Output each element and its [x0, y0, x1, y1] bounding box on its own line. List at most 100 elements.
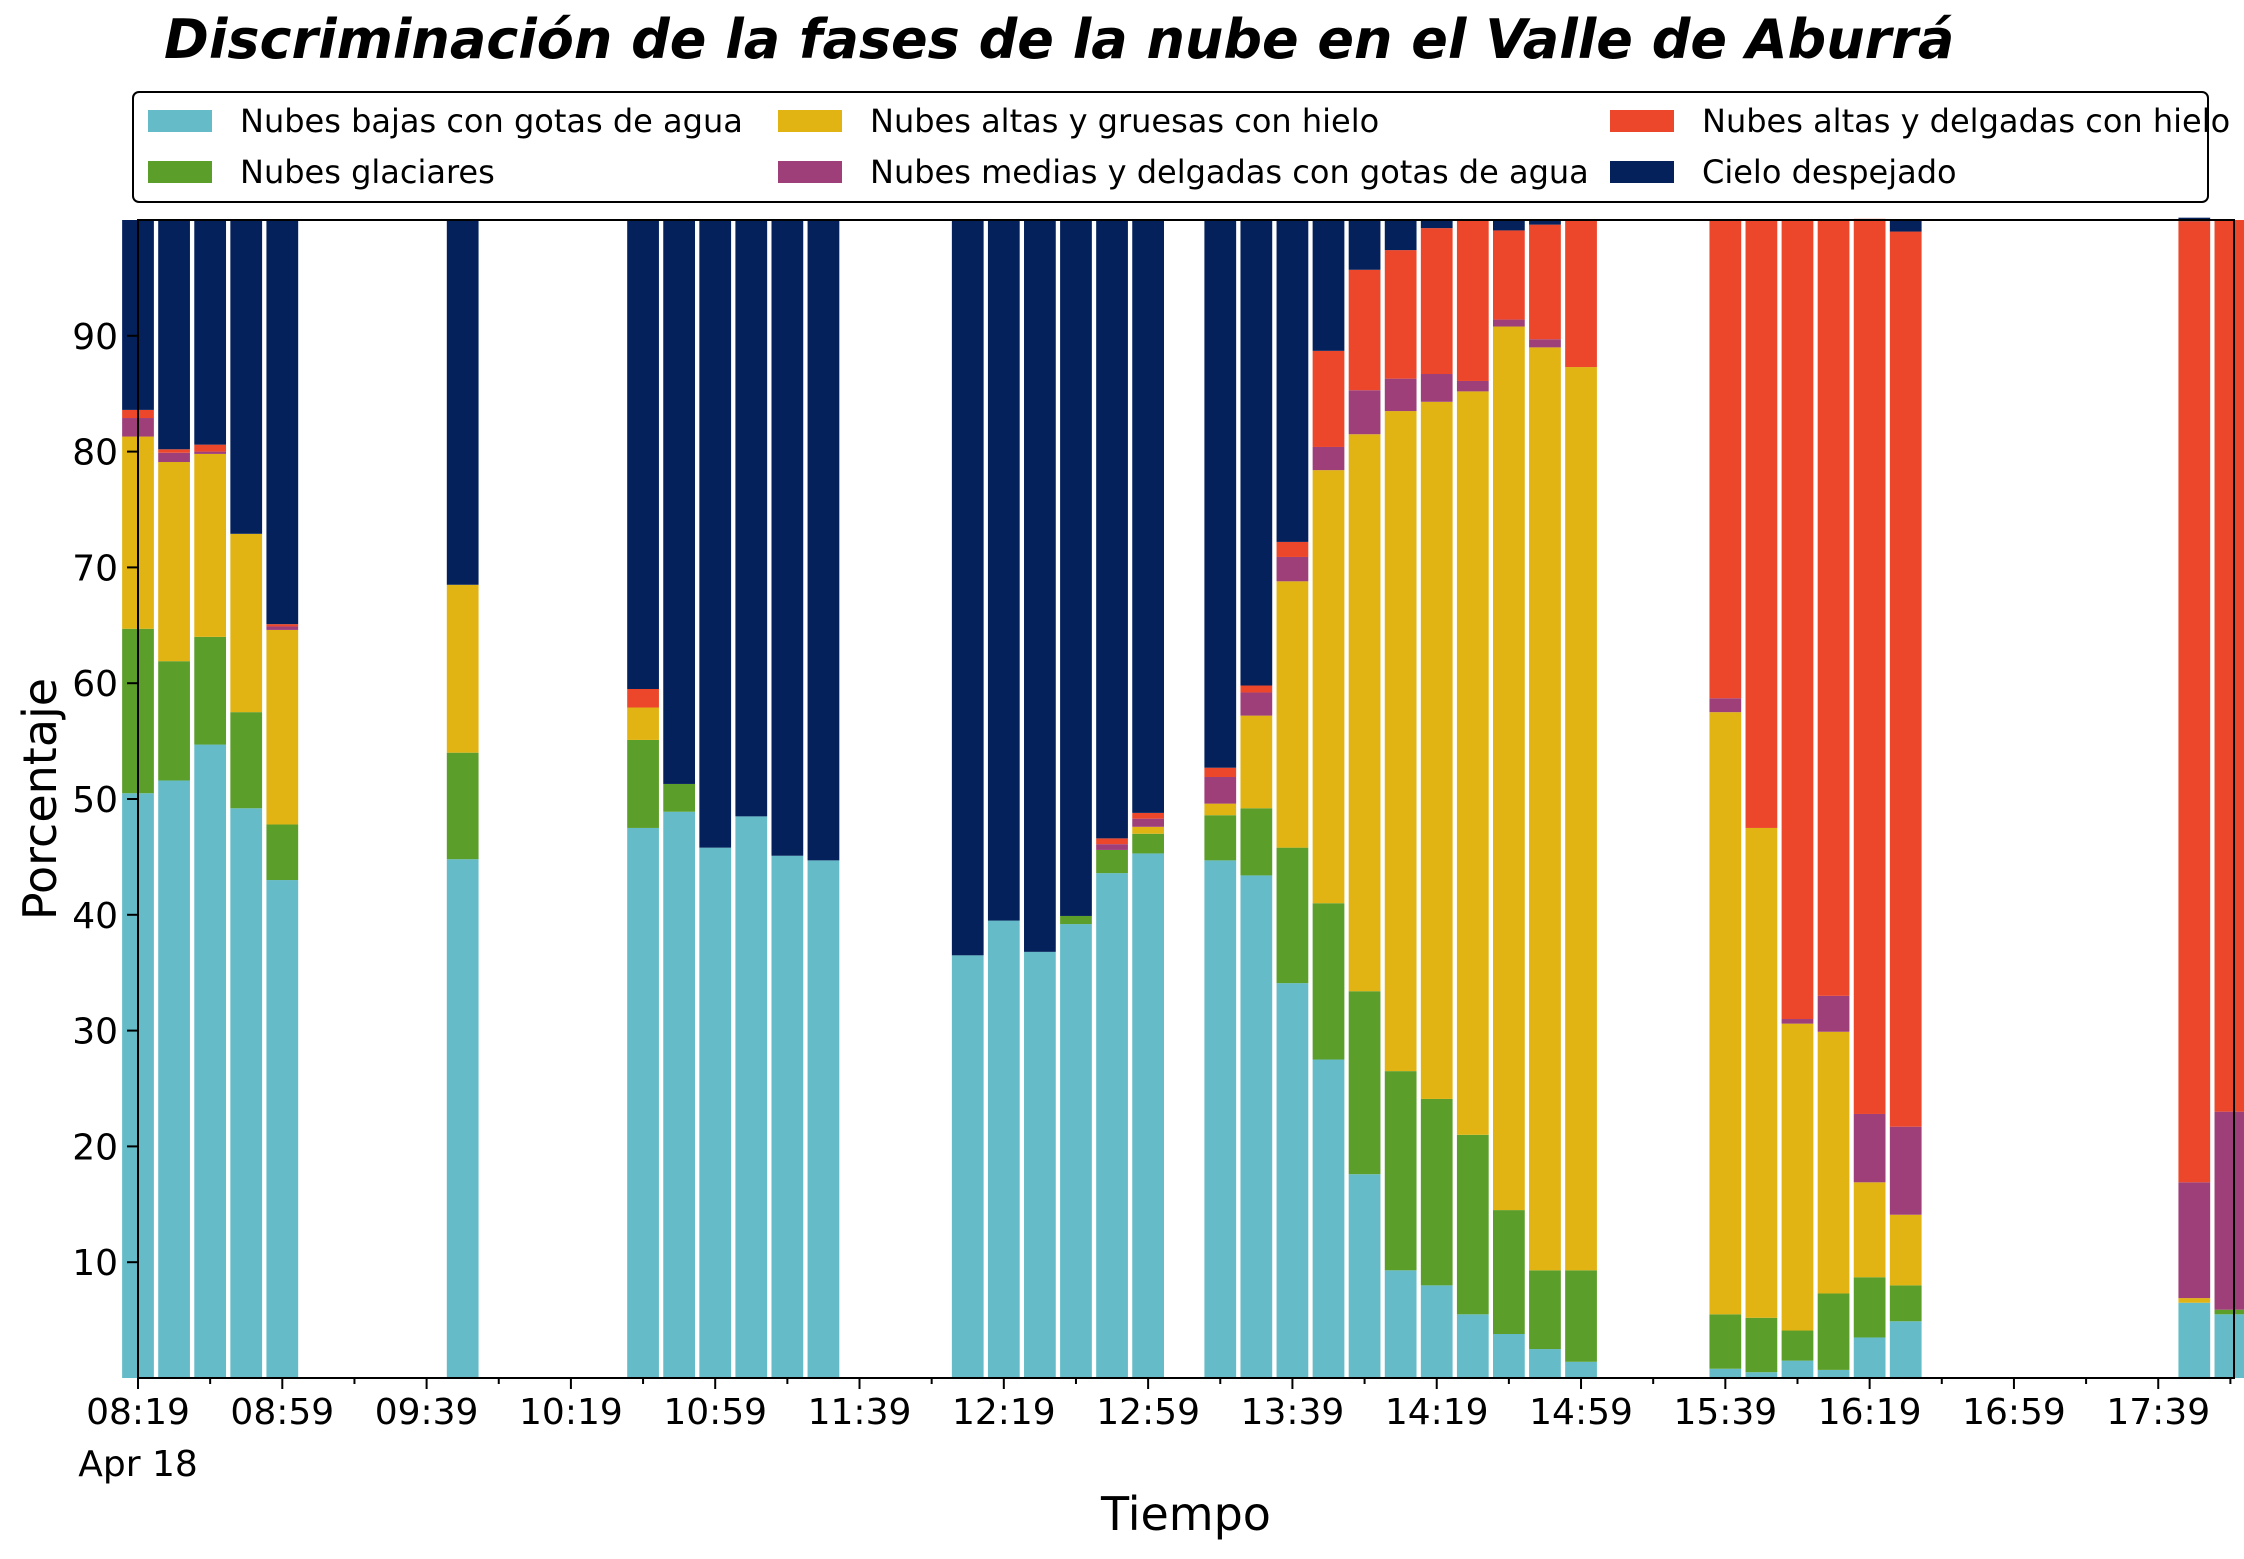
- bar-nubes-altas-y-gruesas-con-hielo: [1529, 347, 1561, 1271]
- legend-label-nubes-medias-y-delgadas-con-gotas-de-agua: Nubes medias y delgadas con gotas de agu…: [870, 153, 1589, 191]
- bar-cielo-despejado: [1132, 220, 1164, 813]
- bar-cielo-despejado: [699, 220, 732, 848]
- bar-nubes-bajas-con-gotas-de-agua: [699, 847, 732, 1378]
- bar-nubes-bajas-con-gotas-de-agua: [1060, 924, 1092, 1378]
- bar-cielo-despejado: [1420, 220, 1453, 229]
- bar-nubes-altas-y-delgadas-con-hielo: [1529, 224, 1561, 340]
- bar-nubes-bajas-con-gotas-de-agua: [1709, 1368, 1742, 1378]
- bar-nubes-bajas-con-gotas-de-agua: [1024, 951, 1056, 1378]
- legend-swatch-nubes-bajas-con-gotas-de-agua: [148, 110, 212, 132]
- bar-nubes-glaciares: [1493, 1210, 1525, 1334]
- bar-cielo-despejado: [1493, 220, 1525, 231]
- bar-nubes-bajas-con-gotas-de-agua: [158, 780, 190, 1378]
- bar-nubes-altas-y-gruesas-con-hielo: [194, 453, 227, 637]
- bar-cielo-despejado: [1060, 220, 1092, 916]
- bar-nubes-altas-y-gruesas-con-hielo: [1204, 803, 1237, 816]
- bar-cielo-despejado: [1312, 220, 1345, 351]
- y-tick-label: 40: [72, 896, 118, 937]
- bar-nubes-altas-y-gruesas-con-hielo: [1889, 1214, 1922, 1286]
- bar-nubes-altas-y-gruesas-con-hielo: [627, 707, 659, 740]
- bar-nubes-medias-y-delgadas-con-gotas-de-agua: [1420, 374, 1453, 402]
- bar-nubes-glaciares: [1529, 1270, 1561, 1350]
- legend-swatch-nubes-glaciares: [148, 161, 212, 183]
- legend: Nubes bajas con gotas de agua Nubes glaci…: [132, 91, 2230, 203]
- bar-nubes-medias-y-delgadas-con-gotas-de-agua: [1204, 777, 1237, 804]
- bar-nubes-bajas-con-gotas-de-agua: [1348, 1174, 1381, 1378]
- bar-nubes-bajas-con-gotas-de-agua: [663, 811, 696, 1378]
- y-tick-label: 90: [72, 317, 118, 358]
- bar-cielo-despejado: [1024, 220, 1056, 952]
- bar-cielo-despejado: [266, 220, 299, 625]
- bar-nubes-bajas-con-gotas-de-agua: [1853, 1337, 1886, 1378]
- bar-cielo-despejado: [807, 220, 840, 861]
- bar-nubes-glaciares: [230, 712, 263, 809]
- bar-nubes-bajas-con-gotas-de-agua: [446, 859, 479, 1378]
- x-tick-label: 09:39: [375, 1392, 479, 1433]
- x-tick-label: 08:19: [86, 1392, 190, 1433]
- bar-cielo-despejado: [194, 220, 227, 445]
- bar-nubes-altas-y-delgadas-con-hielo: [1204, 767, 1237, 777]
- bar-cielo-despejado: [446, 220, 479, 585]
- bar-cielo-despejado: [627, 220, 659, 689]
- bar-nubes-glaciares: [1456, 1134, 1489, 1315]
- bar-nubes-altas-y-gruesas-con-hielo: [1384, 411, 1417, 1072]
- legend-label-nubes-glaciares: Nubes glaciares: [240, 153, 495, 191]
- x-tick-label: 14:59: [1529, 1392, 1633, 1433]
- bar-nubes-bajas-con-gotas-de-agua: [194, 744, 227, 1378]
- legend-label-nubes-altas-y-gruesas-con-hielo: Nubes altas y gruesas con hielo: [870, 102, 1379, 140]
- bar-nubes-medias-y-delgadas-con-gotas-de-agua: [1312, 446, 1345, 471]
- x-tick-label: 16:59: [1962, 1392, 2066, 1433]
- bar-nubes-bajas-con-gotas-de-agua: [1493, 1334, 1525, 1378]
- legend-label-nubes-bajas-con-gotas-de-agua: Nubes bajas con gotas de agua: [240, 102, 743, 140]
- bar-nubes-altas-y-delgadas-con-hielo: [1348, 269, 1381, 391]
- bar-cielo-despejado: [663, 220, 696, 784]
- bar-nubes-glaciares: [1853, 1277, 1886, 1338]
- bar-nubes-glaciares: [194, 636, 227, 745]
- bar-nubes-glaciares: [1817, 1293, 1850, 1370]
- bar-nubes-altas-y-gruesas-con-hielo: [446, 584, 479, 753]
- bar-nubes-altas-y-delgadas-con-hielo: [1781, 220, 1814, 1020]
- bar-nubes-bajas-con-gotas-de-agua: [807, 860, 840, 1378]
- y-tick-label: 80: [72, 433, 118, 474]
- chart-title: Discriminación de la fases de la nube en…: [164, 8, 1954, 71]
- y-tick-label: 20: [72, 1127, 118, 1168]
- legend-label-nubes-altas-y-delgadas-con-hielo: Nubes altas y delgadas con hielo: [1702, 102, 2230, 140]
- x-tick-label: 08:59: [230, 1392, 334, 1433]
- bar-nubes-altas-y-delgadas-con-hielo: [1096, 838, 1128, 845]
- bar-nubes-bajas-con-gotas-de-agua: [1817, 1369, 1850, 1378]
- bar-nubes-bajas-con-gotas-de-agua: [1565, 1361, 1597, 1378]
- bar-nubes-altas-y-delgadas-con-hielo: [1709, 220, 1742, 699]
- bar-cielo-despejado: [771, 220, 804, 856]
- bar-nubes-medias-y-delgadas-con-gotas-de-agua: [1096, 844, 1128, 850]
- bar-nubes-medias-y-delgadas-con-gotas-de-agua: [1240, 692, 1273, 716]
- bar-nubes-altas-y-gruesas-con-hielo: [1276, 581, 1309, 848]
- bar-nubes-altas-y-gruesas-con-hielo: [1853, 1182, 1886, 1278]
- bar-nubes-medias-y-delgadas-con-gotas-de-agua: [2214, 1111, 2244, 1310]
- bar-nubes-bajas-con-gotas-de-agua: [1456, 1314, 1489, 1378]
- bar-nubes-bajas-con-gotas-de-agua: [2178, 1302, 2211, 1378]
- y-tick-label: 30: [72, 1012, 118, 1053]
- bar-nubes-altas-y-delgadas-con-hielo: [1745, 220, 1778, 828]
- bar-nubes-glaciares: [1132, 833, 1164, 854]
- bar-nubes-glaciares: [1204, 815, 1237, 861]
- x-tick-date-label: Apr 18: [78, 1444, 198, 1485]
- x-tick-label: 13:39: [1241, 1392, 1345, 1433]
- legend-swatch-cielo-despejado: [1610, 161, 1674, 183]
- bar-nubes-glaciares: [158, 661, 190, 781]
- y-tick-label: 10: [72, 1243, 118, 1284]
- bar-nubes-glaciares: [1889, 1285, 1922, 1322]
- bar-nubes-altas-y-delgadas-con-hielo: [1456, 220, 1489, 381]
- bar-nubes-altas-y-delgadas-con-hielo: [1853, 218, 1886, 1114]
- bar-nubes-bajas-con-gotas-de-agua: [1529, 1349, 1561, 1378]
- bar-cielo-despejado: [1889, 220, 1922, 232]
- bar-nubes-glaciares: [1096, 849, 1128, 874]
- bar-nubes-medias-y-delgadas-con-gotas-de-agua: [1853, 1113, 1886, 1183]
- bar-nubes-altas-y-delgadas-con-hielo: [1384, 250, 1417, 379]
- y-axis-label: Porcentaje: [13, 678, 67, 920]
- bar-nubes-bajas-con-gotas-de-agua: [1276, 983, 1309, 1378]
- bar-cielo-despejado: [158, 220, 190, 450]
- bar-nubes-medias-y-delgadas-con-gotas-de-agua: [1709, 698, 1742, 713]
- bar-cielo-despejado: [1096, 220, 1128, 839]
- bar-nubes-bajas-con-gotas-de-agua: [1132, 853, 1164, 1378]
